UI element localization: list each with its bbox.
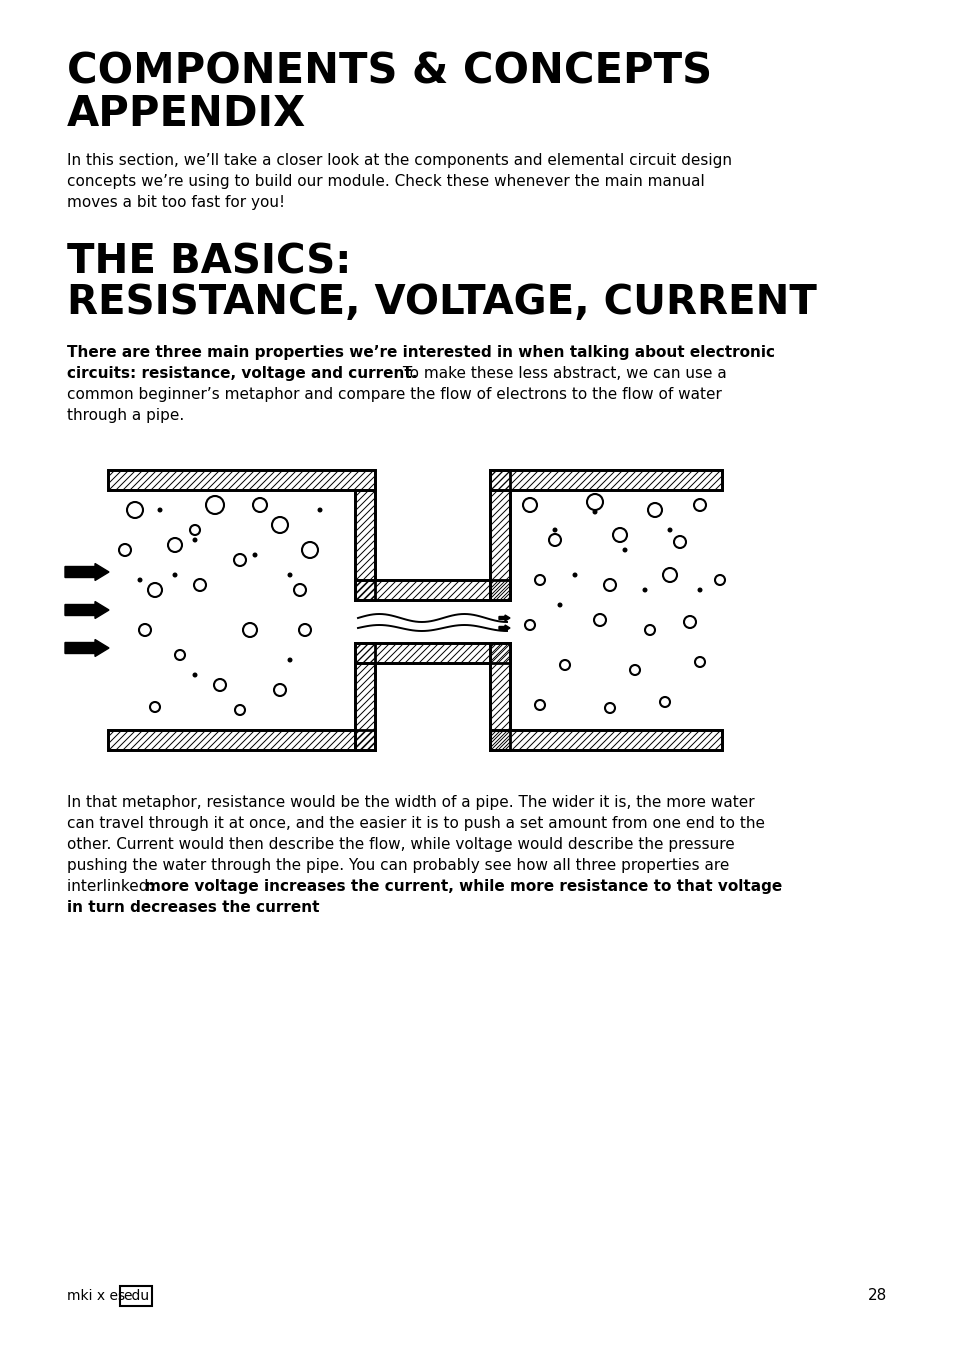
Bar: [108, 470, 375, 490]
Circle shape: [193, 537, 197, 543]
Circle shape: [253, 552, 257, 558]
FancyArrow shape: [65, 640, 109, 656]
Bar: [355, 580, 510, 599]
Bar: [490, 470, 721, 490]
Circle shape: [193, 672, 197, 678]
Bar: [490, 470, 510, 599]
Circle shape: [552, 528, 557, 532]
Circle shape: [557, 602, 562, 608]
Text: more voltage increases the current, while more resistance to that voltage: more voltage increases the current, whil…: [145, 879, 781, 894]
Circle shape: [667, 528, 672, 532]
Text: There are three main properties we’re interested in when talking about electroni: There are three main properties we’re in…: [67, 346, 774, 360]
FancyArrow shape: [498, 625, 510, 630]
Circle shape: [572, 572, 577, 578]
Bar: [355, 490, 375, 599]
Text: RESISTANCE, VOLTAGE, CURRENT: RESISTANCE, VOLTAGE, CURRENT: [67, 284, 816, 323]
Bar: [355, 643, 510, 663]
Text: .: .: [291, 900, 295, 915]
Text: mki x es: mki x es: [67, 1289, 125, 1303]
Bar: [355, 580, 510, 599]
Text: circuits: resistance, voltage and current.: circuits: resistance, voltage and curren…: [67, 366, 417, 381]
Bar: [490, 730, 721, 751]
Circle shape: [287, 657, 293, 663]
Circle shape: [697, 587, 701, 593]
Text: moves a bit too fast for you!: moves a bit too fast for you!: [67, 194, 285, 211]
Text: 28: 28: [867, 1288, 886, 1303]
Circle shape: [317, 508, 322, 513]
Text: In that metaphor, resistance would be the width of a pipe. The wider it is, the : In that metaphor, resistance would be th…: [67, 795, 754, 810]
FancyArrow shape: [65, 563, 109, 580]
Text: other. Current would then describe the flow, while voltage would describe the pr: other. Current would then describe the f…: [67, 837, 734, 852]
Bar: [355, 643, 375, 751]
Text: common beginner’s metaphor and compare the flow of electrons to the flow of wate: common beginner’s metaphor and compare t…: [67, 387, 721, 402]
Circle shape: [287, 572, 293, 578]
Text: pushing the water through the pipe. You can probably see how all three propertie: pushing the water through the pipe. You …: [67, 859, 729, 873]
Text: In this section, we’ll take a closer look at the components and elemental circui: In this section, we’ll take a closer loo…: [67, 153, 731, 167]
Text: interlinked:: interlinked:: [67, 879, 158, 894]
Bar: [490, 730, 721, 751]
FancyArrow shape: [498, 616, 510, 621]
Bar: [355, 643, 510, 663]
Text: COMPONENTS & CONCEPTS: COMPONENTS & CONCEPTS: [67, 50, 711, 92]
Bar: [355, 643, 375, 751]
Circle shape: [137, 578, 142, 582]
Text: through a pipe.: through a pipe.: [67, 408, 184, 423]
Text: concepts we’re using to build our module. Check these whenever the main manual: concepts we’re using to build our module…: [67, 174, 704, 189]
Text: can travel through it at once, and the easier it is to push a set amount from on: can travel through it at once, and the e…: [67, 815, 764, 832]
Text: in turn decreases the current: in turn decreases the current: [67, 900, 319, 915]
Bar: [355, 490, 375, 599]
Circle shape: [592, 509, 597, 514]
Bar: [108, 730, 375, 751]
FancyArrow shape: [65, 602, 109, 618]
Circle shape: [641, 587, 647, 593]
Text: THE BASICS:: THE BASICS:: [67, 242, 351, 282]
Circle shape: [172, 572, 177, 578]
Bar: [108, 730, 375, 751]
Text: To make these less abstract, we can use a: To make these less abstract, we can use …: [397, 366, 726, 381]
Bar: [490, 643, 510, 751]
Bar: [490, 470, 721, 490]
Bar: [108, 470, 375, 490]
Text: edu: edu: [123, 1289, 149, 1303]
Bar: [490, 643, 510, 751]
Text: APPENDIX: APPENDIX: [67, 93, 306, 135]
Bar: [490, 470, 510, 599]
Circle shape: [622, 548, 627, 552]
Circle shape: [157, 508, 162, 513]
